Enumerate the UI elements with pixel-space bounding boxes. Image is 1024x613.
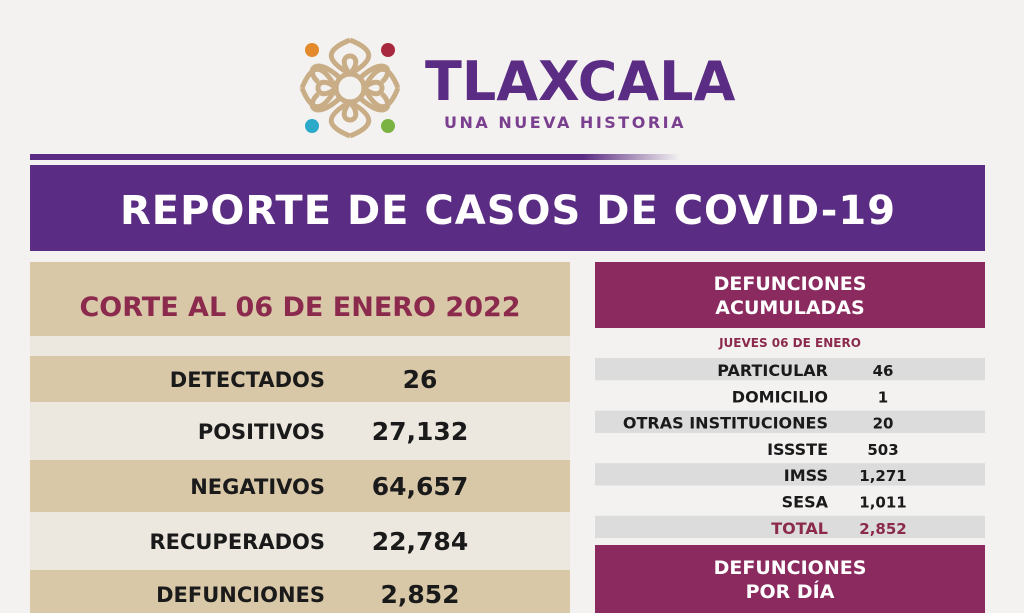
death-label: TOTAL (771, 519, 828, 538)
case-label: DEFUNCIONES (156, 583, 325, 607)
case-value: 2,852 (380, 580, 459, 609)
divider (30, 154, 680, 160)
deaths-heading: ACUMULADAS (715, 297, 864, 319)
death-value: 20 (873, 415, 894, 433)
death-label: DOMICILIO (732, 387, 828, 406)
death-row (595, 463, 985, 486)
deaths-date: JUEVES 06 DE ENERO (718, 336, 861, 350)
case-row (30, 402, 570, 460)
case-row (30, 460, 570, 512)
case-value: 22,784 (372, 527, 468, 556)
death-label: OTRAS INSTITUCIONES (623, 414, 828, 433)
death-value: 2,852 (859, 520, 906, 538)
death-value: 1 (878, 388, 888, 406)
deaths-heading: DEFUNCIONES (714, 273, 867, 295)
case-label: POSITIVOS (198, 420, 325, 444)
case-row (30, 570, 570, 613)
logo-dot (381, 43, 395, 57)
case-row (30, 356, 570, 402)
death-row (595, 410, 985, 433)
death-label: PARTICULAR (717, 361, 828, 380)
case-value: 27,132 (372, 417, 468, 446)
case-label: DETECTADOS (170, 368, 325, 392)
death-label: IMSS (784, 466, 828, 485)
logo-dot (305, 119, 319, 133)
case-row (30, 512, 570, 570)
brand-title: TLAXCALA (425, 50, 736, 113)
logo-dot (305, 43, 319, 57)
daily-heading: DEFUNCIONES (714, 557, 867, 579)
brand-subtitle: UNA NUEVA HISTORIA (444, 113, 686, 132)
death-value: 1,271 (859, 467, 906, 485)
death-value: 46 (873, 362, 894, 380)
death-value: 1,011 (859, 494, 906, 512)
logo (299, 37, 401, 139)
logo-dot (381, 119, 395, 133)
case-value: 64,657 (372, 472, 468, 501)
cases-heading: CORTE AL 06 DE ENERO 2022 (79, 292, 520, 323)
cases-header (30, 262, 570, 336)
death-value: 503 (867, 441, 898, 459)
banner (30, 165, 985, 251)
case-value: 26 (403, 365, 438, 394)
daily-header (595, 545, 985, 613)
death-label: ISSSTE (767, 440, 828, 459)
death-label: SESA (782, 493, 829, 512)
deaths-header (595, 262, 985, 328)
spacer (30, 336, 570, 356)
daily-heading: POR DÍA (746, 580, 835, 603)
death-row (595, 515, 985, 539)
banner-title: REPORTE DE CASOS DE COVID-19 (120, 188, 896, 234)
case-label: NEGATIVOS (190, 475, 325, 499)
death-row (595, 358, 985, 381)
case-label: RECUPERADOS (149, 530, 325, 554)
